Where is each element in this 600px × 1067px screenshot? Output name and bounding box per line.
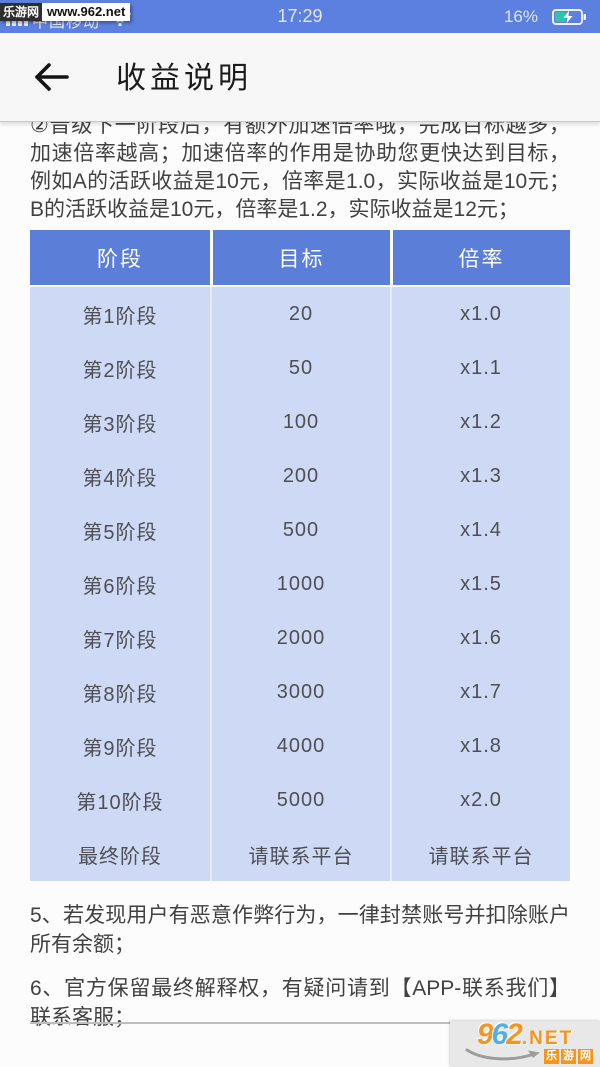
- back-button[interactable]: [30, 57, 72, 99]
- rate-cell: x1.5: [390, 557, 570, 611]
- app-header: 收益说明: [0, 33, 600, 122]
- col-header-rate: 倍率: [390, 230, 570, 287]
- col-header-stage: 阶段: [30, 230, 210, 287]
- table-row: 第5阶段 500 x1.4: [30, 503, 570, 557]
- target-cell: 20: [210, 287, 390, 341]
- stage-cell: 第8阶段: [30, 665, 210, 719]
- stage-cell: 第10阶段: [30, 773, 210, 827]
- target-cell: 200: [210, 449, 390, 503]
- table-row: 第9阶段 4000 x1.8: [30, 719, 570, 773]
- table-header-row: 阶段 目标 倍率: [30, 230, 570, 287]
- stage-cell: 第5阶段: [30, 503, 210, 557]
- rate-table: 阶段 目标 倍率 第1阶段 20 x1.0 第2阶段 50 x1.1 第3阶段 …: [30, 230, 570, 881]
- target-cell: 2000: [210, 611, 390, 665]
- target-cell: 请联系平台: [210, 827, 390, 881]
- status-bar: 中国移动 17:29 16% 乐游网 www.962.net: [0, 0, 600, 33]
- site-watermark: 乐游网 www.962.net: [0, 3, 131, 21]
- intro-paragraph: ②晋级下一阶段后，有额外加速倍率哦，完成目标越多，加速倍率越高；加速倍率的作用是…: [30, 122, 570, 221]
- table-row: 第1阶段 20 x1.0: [30, 287, 570, 341]
- battery-charging-icon: [552, 9, 586, 30]
- table-row: 第8阶段 3000 x1.7: [30, 665, 570, 719]
- table-row: 最终阶段 请联系平台 请联系平台: [30, 827, 570, 881]
- table-row: 第2阶段 50 x1.1: [30, 341, 570, 395]
- notes: 5、若发现用户有恶意作弊行为，一律封禁账号并扣除账户所有余额； 6、官方保留最终…: [30, 901, 570, 1032]
- battery-percent-label: 16%: [503, 7, 538, 26]
- rate-cell: x1.4: [390, 503, 570, 557]
- watermark-url: www.962.net: [47, 4, 126, 19]
- stage-cell: 第4阶段: [30, 449, 210, 503]
- target-cell: 3000: [210, 665, 390, 719]
- target-cell: 1000: [210, 557, 390, 611]
- clock: 17:29: [277, 6, 323, 26]
- target-cell: 5000: [210, 773, 390, 827]
- rate-cell: 请联系平台: [390, 827, 570, 881]
- bottom-divider: [30, 1022, 570, 1024]
- col-header-target: 目标: [210, 230, 390, 287]
- stage-cell: 第9阶段: [30, 719, 210, 773]
- stage-cell: 第6阶段: [30, 557, 210, 611]
- page-title: 收益说明: [116, 62, 252, 95]
- stage-cell: 第2阶段: [30, 341, 210, 395]
- stage-cell: 第7阶段: [30, 611, 210, 665]
- logo-site-name: 乐 游 网: [544, 1049, 593, 1064]
- table-row: 第10阶段 5000 x2.0: [30, 773, 570, 827]
- logo-net-text: .NET: [521, 1028, 574, 1049]
- watermark-site-name: 乐游网: [0, 3, 43, 21]
- target-cell: 100: [210, 395, 390, 449]
- target-cell: 50: [210, 341, 390, 395]
- logo-962-text: 962: [476, 1018, 523, 1051]
- table-row: 第4阶段 200 x1.3: [30, 449, 570, 503]
- target-cell: 4000: [210, 719, 390, 773]
- rate-cell: x1.2: [390, 395, 570, 449]
- rate-cell: x1.6: [390, 611, 570, 665]
- rate-cell: x1.3: [390, 449, 570, 503]
- table-row: 第3阶段 100 x1.2: [30, 395, 570, 449]
- table-row: 第7阶段 2000 x1.6: [30, 611, 570, 665]
- stage-cell: 第3阶段: [30, 395, 210, 449]
- rate-cell: x1.7: [390, 665, 570, 719]
- rate-cell: x1.1: [390, 341, 570, 395]
- back-arrow-icon: [31, 62, 71, 97]
- table-body: 第1阶段 20 x1.0 第2阶段 50 x1.1 第3阶段 100 x1.2 …: [30, 287, 570, 881]
- stage-cell: 最终阶段: [30, 827, 210, 881]
- table-row: 第6阶段 1000 x1.5: [30, 557, 570, 611]
- rate-cell: x1.0: [390, 287, 570, 341]
- stage-cell: 第1阶段: [30, 287, 210, 341]
- swoosh-arrow-icon: [464, 1047, 542, 1066]
- note-5: 5、若发现用户有恶意作弊行为，一律封禁账号并扣除账户所有余额；: [30, 904, 570, 956]
- target-cell: 500: [210, 503, 390, 557]
- footer-logo: 962 .NET 乐 游 网: [450, 1018, 600, 1067]
- rate-cell: x1.8: [390, 719, 570, 773]
- rate-cell: x2.0: [390, 773, 570, 827]
- scroll-content[interactable]: ②晋级下一阶段后，有额外加速倍率哦，完成目标越多，加速倍率越高；加速倍率的作用是…: [0, 122, 600, 1067]
